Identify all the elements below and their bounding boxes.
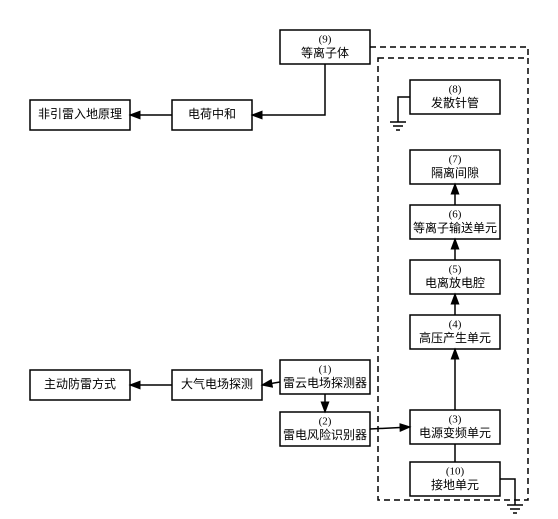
svg-text:隔离间隙: 隔离间隙 <box>431 165 479 180</box>
node-nA: 非引雷入地原理 <box>30 100 130 130</box>
node-n6: (6)等离子输送单元 <box>410 205 500 239</box>
svg-text:等离子输送单元: 等离子输送单元 <box>413 220 497 235</box>
node-n2: (2)雷电风险识别器 <box>280 412 370 446</box>
node-n5: (5)电离放电腔 <box>410 260 500 294</box>
svg-text:主动防雷方式: 主动防雷方式 <box>44 376 116 391</box>
svg-text:等离子体: 等离子体 <box>301 45 349 60</box>
svg-text:(7): (7) <box>449 154 462 166</box>
svg-text:(6): (6) <box>449 209 462 221</box>
svg-text:高压产生单元: 高压产生单元 <box>419 330 491 345</box>
svg-text:接地单元: 接地单元 <box>431 477 479 492</box>
node-nD: 大气电场探测 <box>172 370 262 400</box>
ground-icon <box>390 122 406 130</box>
svg-text:电荷中和: 电荷中和 <box>188 106 236 121</box>
ground-wire <box>500 479 515 505</box>
svg-text:(8): (8) <box>449 84 462 96</box>
node-n7: (7)隔离间隙 <box>410 150 500 184</box>
svg-text:(3): (3) <box>449 414 462 426</box>
svg-text:大气电场探测: 大气电场探测 <box>181 376 253 391</box>
ground-icon <box>507 505 523 513</box>
edge-dashed <box>370 47 528 58</box>
node-n8: (8)发散针管 <box>410 80 500 114</box>
svg-text:(10): (10) <box>446 466 465 478</box>
node-n10: (10)接地单元 <box>410 462 500 496</box>
svg-text:雷电风险识别器: 雷电风险识别器 <box>283 427 367 442</box>
svg-text:(2): (2) <box>319 416 332 428</box>
node-n9: (9)等离子体 <box>280 30 370 64</box>
node-n3: (3)电源变频单元 <box>410 410 500 444</box>
svg-text:(1): (1) <box>319 364 332 376</box>
edge <box>252 64 325 115</box>
svg-text:非引雷入地原理: 非引雷入地原理 <box>38 107 122 121</box>
svg-text:电离放电腔: 电离放电腔 <box>425 275 485 290</box>
svg-text:(4): (4) <box>449 319 462 331</box>
svg-text:发散针管: 发散针管 <box>431 95 479 110</box>
svg-text:电源变频单元: 电源变频单元 <box>419 425 491 440</box>
svg-text:雷云电场探测器: 雷云电场探测器 <box>283 376 367 390</box>
node-nC: 主动防雷方式 <box>30 370 130 400</box>
node-nB: 电荷中和 <box>172 100 252 130</box>
svg-text:(5): (5) <box>449 264 462 276</box>
node-n4: (4)高压产生单元 <box>410 315 500 349</box>
svg-text:(9): (9) <box>319 34 332 46</box>
ground-wire <box>398 97 410 122</box>
edge <box>370 427 410 429</box>
node-n1: (1)雷云电场探测器 <box>280 360 370 394</box>
edge <box>262 382 280 385</box>
